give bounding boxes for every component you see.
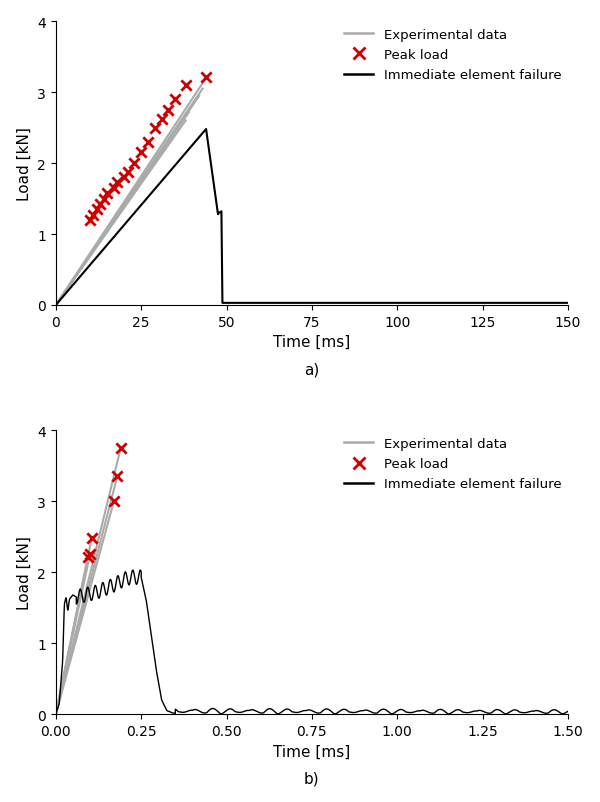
Point [143,136,153,149]
Point [83,550,93,563]
Point [119,172,129,184]
Point [123,166,133,179]
Legend: Experimental data, Peak load, Immediate element failure: Experimental data, Peak load, Immediate … [344,29,562,82]
Point [99,193,109,206]
Point [95,199,105,212]
Point [164,104,173,117]
Text: b): b) [304,771,320,786]
Point [170,94,180,107]
Point [150,122,160,135]
Y-axis label: Load [kN]: Load [kN] [17,536,32,610]
Point [201,71,211,84]
Y-axis label: Load [kN]: Load [kN] [17,127,32,200]
Point [181,79,190,92]
X-axis label: Time [ms]: Time [ms] [273,335,350,350]
Legend: Experimental data, Peak load, Immediate element failure: Experimental data, Peak load, Immediate … [344,437,562,491]
X-axis label: Time [ms]: Time [ms] [273,743,350,759]
Point [109,182,119,195]
Point [109,495,119,508]
Point [112,176,122,189]
Point [102,187,112,200]
Point [87,532,97,545]
Point [92,204,101,217]
Point [130,157,139,170]
Point [85,214,95,227]
Point [112,471,122,484]
Point [89,209,98,222]
Point [85,549,95,561]
Text: a): a) [304,363,320,377]
Point [116,442,125,455]
Point [136,147,146,160]
Point [157,114,166,127]
